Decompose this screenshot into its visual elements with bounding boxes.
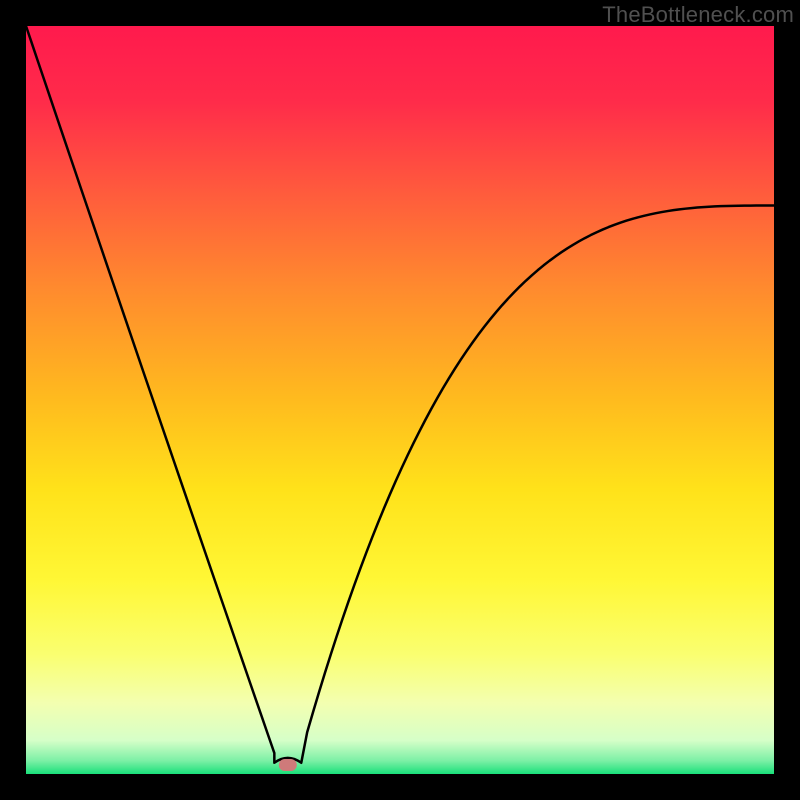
plot-area bbox=[26, 26, 774, 774]
optimal-point-marker bbox=[279, 759, 297, 771]
watermark-text: TheBottleneck.com bbox=[602, 2, 794, 28]
bottleneck-chart bbox=[0, 0, 800, 800]
chart-container: TheBottleneck.com bbox=[0, 0, 800, 800]
